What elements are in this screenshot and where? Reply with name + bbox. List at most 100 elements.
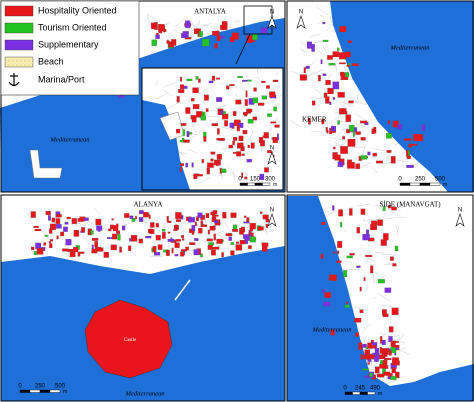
land-use-block: [376, 160, 383, 164]
land-use-block: [356, 265, 361, 268]
land-use-block: [342, 136, 346, 140]
land-use-block: [110, 224, 114, 230]
land-use-block: [55, 218, 61, 224]
land-use-block: [176, 96, 180, 103]
land-use-block: [386, 150, 392, 153]
land-use-block: [235, 99, 242, 105]
street: [372, 275, 385, 284]
street: [356, 95, 359, 103]
land-use-block: [232, 140, 235, 146]
land-use-block: [230, 212, 237, 218]
scale-segment: [359, 391, 368, 395]
land-use-block: [391, 367, 396, 374]
land-use-block: [247, 119, 254, 124]
land-use-block: [346, 64, 350, 67]
land-use-block: [185, 162, 188, 168]
land-use-block: [208, 242, 214, 246]
land-use-block: [232, 111, 237, 116]
land-use-block: [376, 373, 385, 378]
street: [377, 292, 392, 303]
land-use-block: [157, 244, 163, 250]
land-use-block: [379, 364, 387, 369]
street: [154, 80, 159, 87]
scale-unit: m: [378, 391, 382, 397]
land-use-block: [200, 115, 206, 121]
street: [346, 104, 353, 108]
land-use-block: [235, 241, 240, 244]
street: [155, 92, 168, 100]
land-use-block: [189, 242, 196, 245]
land-use-block: [128, 245, 132, 251]
land-use-block: [388, 336, 393, 342]
street: [216, 105, 227, 109]
scale-label: 0: [18, 384, 22, 390]
street: [43, 245, 50, 251]
land-use-block: [174, 254, 179, 257]
anchor-icon: [8, 73, 20, 87]
scale-label: 0: [398, 177, 402, 183]
scale-segment: [239, 182, 248, 186]
land-use-block: [381, 339, 386, 346]
scale-segment: [367, 391, 376, 395]
land-use-block: [146, 213, 150, 216]
land-use-block: [322, 39, 329, 42]
land-use-block: [371, 128, 375, 134]
land-use-block: [266, 85, 270, 89]
land-use-block: [388, 204, 392, 209]
land-use-block: [252, 97, 258, 104]
land-use-block: [155, 223, 159, 228]
land-use-block: [339, 52, 347, 60]
land-use-block: [377, 219, 383, 226]
street: [330, 16, 332, 23]
land-use-block: [372, 152, 377, 157]
street: [393, 377, 399, 383]
land-use-block: [221, 252, 224, 258]
land-use-block: [246, 159, 252, 163]
land-use-block: [216, 160, 219, 167]
land-use-block: [198, 31, 203, 38]
land-use-block: [246, 108, 253, 113]
street: [393, 204, 401, 212]
street: [379, 333, 387, 336]
land-use-block: [329, 101, 332, 105]
land-use-block: [406, 164, 414, 168]
land-use-block: [210, 211, 214, 216]
castle-area: [84, 299, 173, 379]
land-use-block: [359, 309, 364, 313]
land-use-block: [84, 217, 89, 221]
land-use-block: [330, 274, 337, 281]
land-use-block: [257, 226, 264, 231]
land-use-block: [130, 235, 138, 242]
street: [333, 142, 340, 145]
land-use-block: [235, 244, 243, 251]
land-use-block: [210, 158, 214, 162]
scale-label: 250: [35, 384, 46, 390]
north-arrow: [455, 213, 465, 227]
scale-label: 150: [250, 177, 261, 183]
land-use-block: [66, 216, 71, 220]
land-use-block: [91, 237, 99, 241]
land-use-block: [116, 223, 119, 227]
land-use-block: [325, 79, 331, 85]
land-use-block: [148, 214, 151, 220]
land-use-block: [171, 247, 174, 254]
scale-segment: [399, 182, 411, 186]
street: [362, 145, 366, 156]
land-use-block: [65, 238, 72, 246]
street: [353, 122, 367, 128]
land-use-block: [149, 229, 155, 234]
street: [317, 20, 325, 24]
land-use-block: [334, 154, 341, 161]
land-use-block: [179, 163, 185, 167]
land-use-block: [216, 77, 220, 80]
sea-label: Mediterranean: [125, 390, 165, 397]
land-use-block: [390, 156, 396, 164]
land-use-block: [349, 208, 353, 216]
land-use-block: [50, 223, 56, 230]
land-use-block: [205, 108, 209, 112]
street: [122, 222, 132, 226]
land-use-block: [343, 270, 348, 278]
land-use-block: [244, 99, 248, 106]
scale-label: 0: [238, 177, 242, 183]
